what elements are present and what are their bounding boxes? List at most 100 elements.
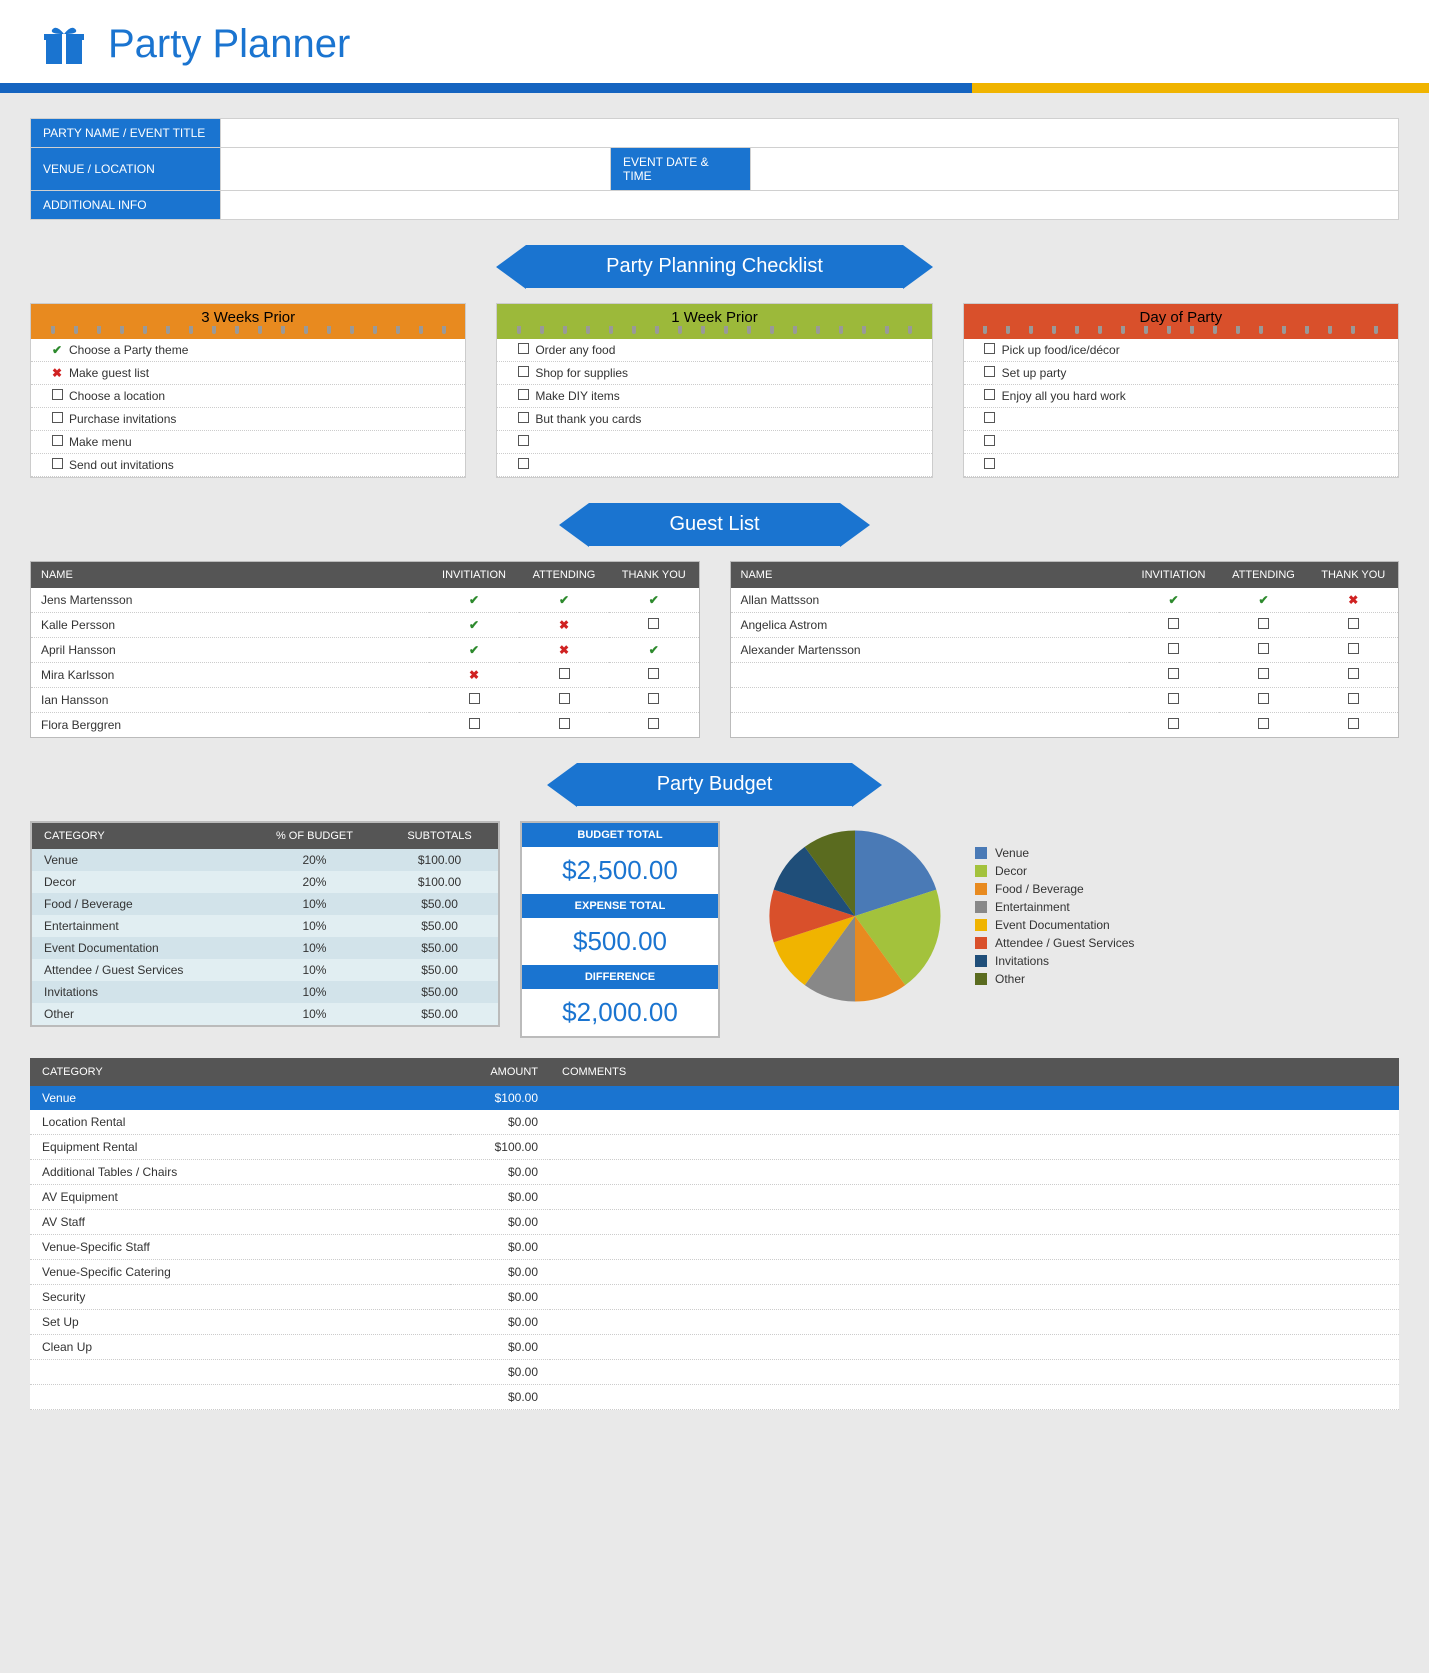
checklist-item[interactable]: Make menu — [31, 431, 465, 454]
checklist-item[interactable]: Choose a location — [31, 385, 465, 408]
guest-invitation[interactable]: ✖ — [429, 663, 519, 688]
checklist-status[interactable] — [978, 343, 1002, 357]
expense-row[interactable]: Equipment Rental $100.00 — [30, 1135, 1399, 1160]
guest-invitation[interactable]: ✔ — [1129, 588, 1219, 613]
checklist-item[interactable]: ✖ Make guest list — [31, 362, 465, 385]
expense-row[interactable]: Set Up $0.00 — [30, 1310, 1399, 1335]
guest-row[interactable] — [730, 663, 1399, 688]
guest-attending[interactable]: ✖ — [519, 613, 609, 638]
guest-invitation[interactable] — [429, 713, 519, 738]
checklist-status[interactable]: ✔ — [45, 343, 69, 357]
expense-comment[interactable] — [550, 1160, 1399, 1185]
guest-thankyou[interactable] — [1309, 613, 1399, 638]
guest-row[interactable]: Allan Mattsson ✔ ✔ ✖ — [730, 588, 1399, 613]
guest-row[interactable]: Ian Hansson — [31, 688, 700, 713]
expense-row[interactable]: Security $0.00 — [30, 1285, 1399, 1310]
guest-attending[interactable] — [1219, 663, 1309, 688]
checklist-status[interactable] — [511, 412, 535, 426]
checklist-item[interactable]: ✔ Choose a Party theme — [31, 339, 465, 362]
guest-attending[interactable] — [1219, 638, 1309, 663]
guest-attending[interactable] — [519, 713, 609, 738]
checklist-item[interactable]: Purchase invitations — [31, 408, 465, 431]
checklist-status[interactable] — [511, 458, 535, 472]
checklist-status[interactable] — [45, 458, 69, 472]
guest-row[interactable]: Mira Karlsson ✖ — [31, 663, 700, 688]
expense-comment[interactable] — [550, 1310, 1399, 1335]
guest-row[interactable]: Alexander Martensson — [730, 638, 1399, 663]
guest-thankyou[interactable] — [1309, 638, 1399, 663]
expense-row[interactable]: Venue-Specific Staff $0.00 — [30, 1235, 1399, 1260]
checklist-status[interactable] — [978, 458, 1002, 472]
guest-attending[interactable]: ✔ — [519, 588, 609, 613]
checklist-item[interactable]: But thank you cards — [497, 408, 931, 431]
guest-row[interactable]: Angelica Astrom — [730, 613, 1399, 638]
guest-invitation[interactable]: ✔ — [429, 588, 519, 613]
guest-row[interactable]: Jens Martensson ✔ ✔ ✔ — [31, 588, 700, 613]
expense-row[interactable]: Clean Up $0.00 — [30, 1335, 1399, 1360]
guest-row[interactable] — [730, 713, 1399, 738]
guest-attending[interactable] — [1219, 613, 1309, 638]
expense-comment[interactable] — [550, 1110, 1399, 1135]
checklist-status[interactable] — [45, 435, 69, 449]
guest-thankyou[interactable] — [1309, 713, 1399, 738]
expense-row[interactable]: $0.00 — [30, 1360, 1399, 1385]
checklist-status[interactable]: ✖ — [45, 366, 69, 380]
checklist-item[interactable]: Shop for supplies — [497, 362, 931, 385]
guest-thankyou[interactable]: ✖ — [1309, 588, 1399, 613]
input-event-date[interactable] — [751, 148, 1399, 191]
expense-comment[interactable] — [550, 1385, 1399, 1410]
guest-row[interactable] — [730, 688, 1399, 713]
guest-thankyou[interactable] — [1309, 663, 1399, 688]
guest-thankyou[interactable] — [1309, 688, 1399, 713]
guest-thankyou[interactable] — [609, 613, 699, 638]
checklist-item[interactable]: Enjoy all you hard work — [964, 385, 1398, 408]
checklist-status[interactable] — [511, 435, 535, 449]
expense-comment[interactable] — [550, 1185, 1399, 1210]
checklist-item[interactable] — [964, 431, 1398, 454]
expense-comment[interactable] — [550, 1135, 1399, 1160]
expense-comment[interactable] — [550, 1335, 1399, 1360]
guest-attending[interactable] — [519, 663, 609, 688]
checklist-status[interactable] — [978, 366, 1002, 380]
checklist-status[interactable] — [45, 412, 69, 426]
checklist-item[interactable]: Send out invitations — [31, 454, 465, 477]
guest-invitation[interactable] — [1129, 713, 1219, 738]
checklist-status[interactable] — [45, 389, 69, 403]
guest-invitation[interactable]: ✔ — [429, 638, 519, 663]
guest-attending[interactable] — [519, 688, 609, 713]
checklist-status[interactable] — [978, 412, 1002, 426]
guest-row[interactable]: April Hansson ✔ ✖ ✔ — [31, 638, 700, 663]
expense-comment[interactable] — [550, 1210, 1399, 1235]
checklist-item[interactable] — [497, 431, 931, 454]
checklist-status[interactable] — [511, 389, 535, 403]
expense-comment[interactable] — [550, 1235, 1399, 1260]
guest-invitation[interactable] — [1129, 613, 1219, 638]
checklist-status[interactable] — [511, 343, 535, 357]
guest-thankyou[interactable] — [609, 663, 699, 688]
guest-invitation[interactable] — [1129, 663, 1219, 688]
guest-invitation[interactable] — [429, 688, 519, 713]
guest-row[interactable]: Kalle Persson ✔ ✖ — [31, 613, 700, 638]
expense-comment[interactable] — [550, 1260, 1399, 1285]
checklist-item[interactable] — [964, 454, 1398, 477]
guest-invitation[interactable] — [1129, 688, 1219, 713]
expense-row[interactable]: Location Rental $0.00 — [30, 1110, 1399, 1135]
checklist-item[interactable]: Set up party — [964, 362, 1398, 385]
input-additional[interactable] — [221, 191, 1399, 220]
input-venue[interactable] — [221, 148, 611, 191]
expense-comment[interactable] — [550, 1285, 1399, 1310]
checklist-item[interactable] — [497, 454, 931, 477]
guest-invitation[interactable]: ✔ — [429, 613, 519, 638]
checklist-status[interactable] — [978, 389, 1002, 403]
expense-row[interactable]: Venue-Specific Catering $0.00 — [30, 1260, 1399, 1285]
checklist-item[interactable] — [964, 408, 1398, 431]
guest-thankyou[interactable]: ✔ — [609, 588, 699, 613]
expense-row[interactable]: AV Staff $0.00 — [30, 1210, 1399, 1235]
guest-attending[interactable] — [1219, 688, 1309, 713]
guest-thankyou[interactable]: ✔ — [609, 638, 699, 663]
expense-row[interactable]: Additional Tables / Chairs $0.00 — [30, 1160, 1399, 1185]
guest-row[interactable]: Flora Berggren — [31, 713, 700, 738]
expense-row[interactable]: $0.00 — [30, 1385, 1399, 1410]
checklist-status[interactable] — [978, 435, 1002, 449]
checklist-item[interactable]: Make DIY items — [497, 385, 931, 408]
